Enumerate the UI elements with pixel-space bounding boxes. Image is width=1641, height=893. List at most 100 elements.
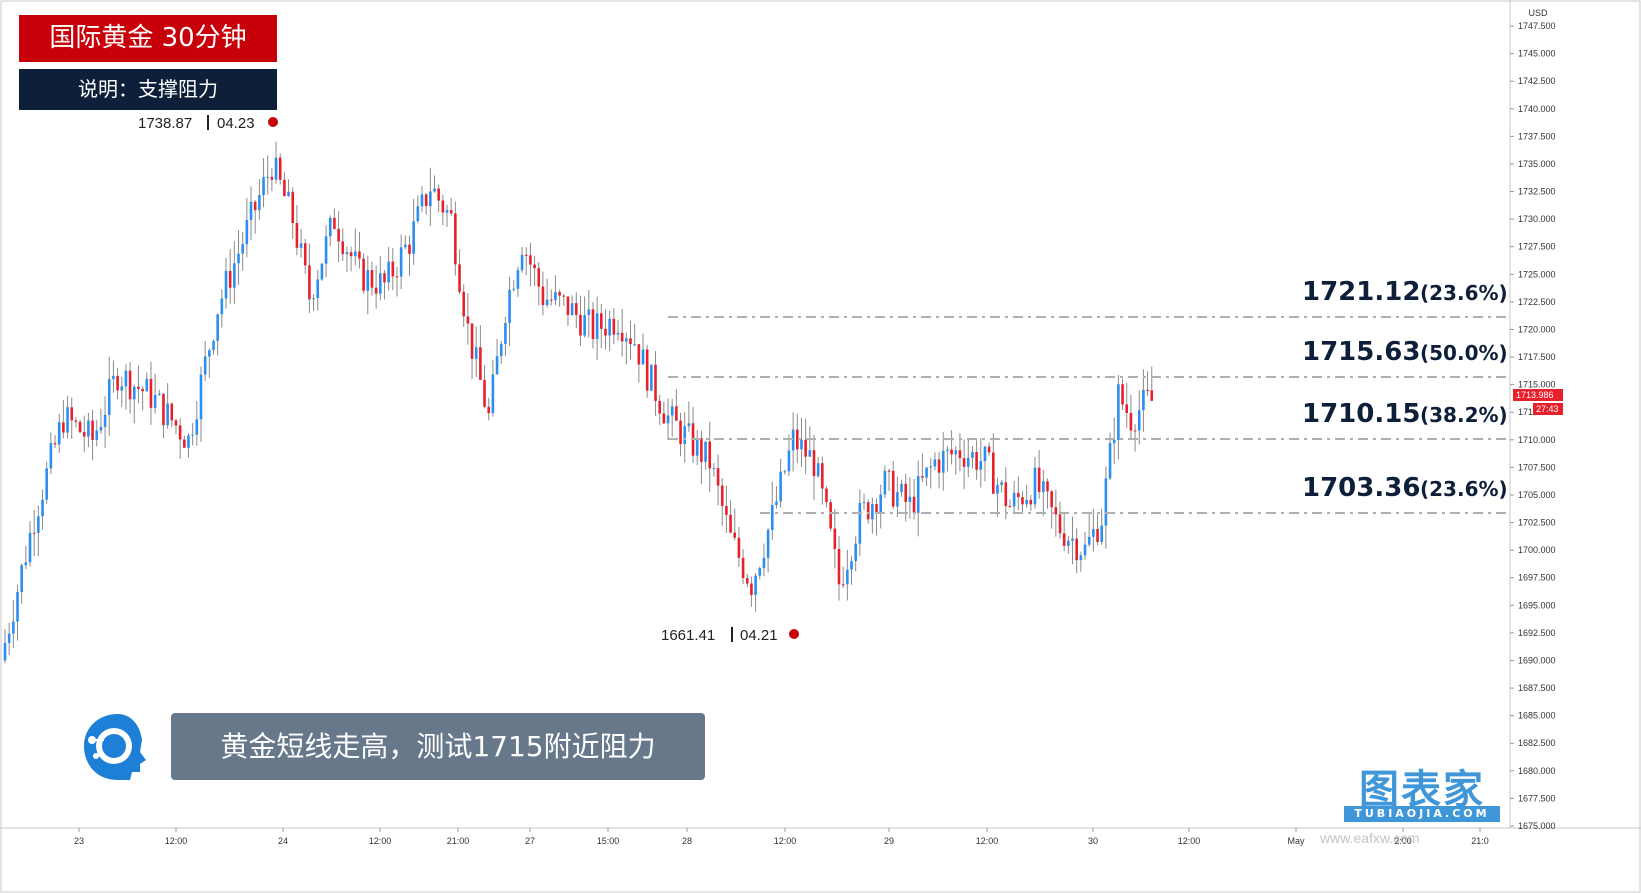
candle-body <box>625 338 628 342</box>
candle-body <box>687 423 691 427</box>
candle-body <box>871 504 874 520</box>
x-tick-label: 12:00 <box>165 836 188 846</box>
candle-body <box>1025 499 1028 505</box>
candle-body <box>608 318 611 336</box>
candle-body <box>758 568 762 576</box>
candle-body <box>679 420 682 445</box>
candle-body <box>583 315 586 336</box>
candle-body <box>837 548 841 585</box>
candle-body <box>1037 467 1041 493</box>
y-tick-label: 1707.500 <box>1518 462 1556 472</box>
candle-body <box>458 264 461 292</box>
x-tick-label: May <box>1287 836 1305 846</box>
candle-body <box>408 244 411 254</box>
candle-body <box>228 270 232 288</box>
candle-body <box>971 452 974 458</box>
candle-body <box>558 291 561 296</box>
candle-body <box>520 254 524 271</box>
candle-body <box>479 347 482 380</box>
candle-body <box>345 252 349 255</box>
y-tick-label: 1687.500 <box>1518 683 1556 693</box>
candle-body <box>937 459 941 473</box>
candle-body <box>1100 525 1104 542</box>
candle-body <box>645 349 649 391</box>
candle-body <box>445 210 449 213</box>
candle-body <box>274 157 278 180</box>
candle-body <box>887 470 891 472</box>
candle-body <box>312 298 315 300</box>
candle-body <box>399 247 403 277</box>
candle-body <box>1000 482 1003 485</box>
candle-body <box>950 449 953 455</box>
current-price-tag <box>1513 389 1563 401</box>
candle-body <box>670 406 674 416</box>
y-tick-label: 1710.000 <box>1518 435 1556 445</box>
candle-body <box>545 299 549 305</box>
candle-body <box>745 577 749 584</box>
candle-body <box>612 318 616 335</box>
low-marker-date: 04.21 <box>740 627 778 644</box>
level-pct: (23.6%) <box>1420 477 1508 501</box>
y-tick-label: 1747.500 <box>1518 21 1556 31</box>
candle-body <box>37 516 40 533</box>
candle-body <box>929 466 933 468</box>
candle-body <box>1129 412 1133 431</box>
candle-body <box>224 270 228 299</box>
candle-body <box>737 537 741 558</box>
candle-body <box>733 532 737 538</box>
candle-body <box>787 450 791 472</box>
candle-body <box>524 254 528 256</box>
candle-body <box>454 213 457 265</box>
candle-body <box>253 201 257 211</box>
candle-body <box>449 210 453 214</box>
candle-body <box>162 393 165 426</box>
candle-body <box>658 400 661 414</box>
x-tick-label: 12:00 <box>976 836 999 846</box>
candle-body <box>149 378 153 408</box>
candle-body <box>629 338 632 345</box>
candle-body <box>441 200 445 213</box>
candle-body <box>504 323 507 344</box>
candle-body <box>1087 536 1091 545</box>
candle-body <box>362 258 365 291</box>
watermark-url: www.eafxw.com <box>1320 830 1420 846</box>
candle-body <box>199 374 203 420</box>
candle-body <box>1137 410 1141 431</box>
candle-body <box>591 309 595 340</box>
candle-body <box>387 261 390 283</box>
y-tick-label: 1717.500 <box>1518 352 1556 362</box>
candle-body <box>349 252 353 257</box>
candle-body <box>650 364 653 391</box>
candle-body <box>1121 384 1124 405</box>
candle-body <box>604 328 607 336</box>
candle-body <box>395 276 399 278</box>
candle-body <box>700 438 703 462</box>
y-tick-label: 1677.500 <box>1518 793 1556 803</box>
candle-body <box>808 450 812 457</box>
candle-body <box>416 206 420 222</box>
candle-body <box>1017 492 1020 498</box>
candle-body <box>358 251 361 259</box>
candle-body <box>741 557 745 578</box>
candle-body <box>195 419 199 435</box>
candle-body <box>333 217 336 229</box>
x-tick-label: 29 <box>884 836 894 846</box>
candle-body <box>875 504 878 513</box>
y-tick-label: 1740.000 <box>1518 104 1556 114</box>
candle-body <box>295 223 299 248</box>
candle-body <box>1112 440 1116 443</box>
candle-body <box>258 195 261 211</box>
candle-body <box>487 406 491 414</box>
y-tick-label: 1732.500 <box>1518 187 1556 197</box>
candle-body <box>320 263 324 280</box>
candle-body <box>1117 384 1120 441</box>
candle-body <box>896 492 899 507</box>
candle-body <box>62 422 65 433</box>
candle-body <box>95 430 99 440</box>
candle-body <box>66 407 69 433</box>
candle-body <box>533 264 536 269</box>
y-tick-label: 1702.500 <box>1518 518 1556 528</box>
candle-body <box>153 394 157 408</box>
x-tick-label: 23 <box>74 836 84 846</box>
